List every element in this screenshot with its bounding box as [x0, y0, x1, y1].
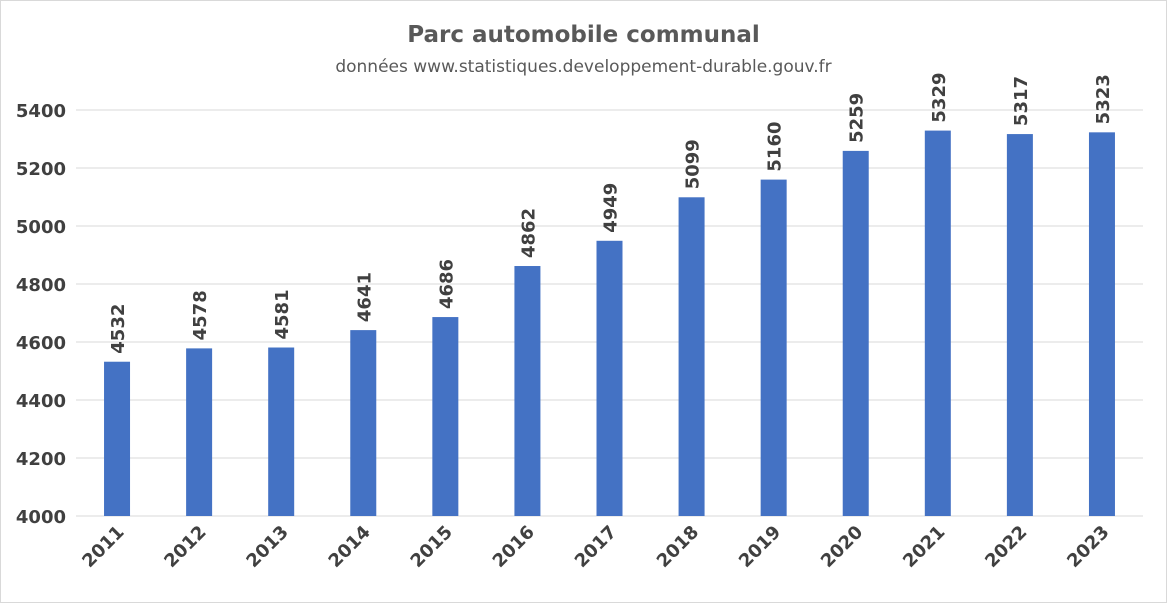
x-tick-label: 2019	[735, 522, 785, 572]
y-tick-label: 4000	[16, 507, 66, 528]
chart-subtitle: données www.statistiques.developpement-d…	[335, 57, 832, 77]
bar	[1088, 132, 1115, 516]
data-label: 5329	[929, 72, 950, 122]
x-tick-label: 2011	[78, 522, 128, 572]
data-label: 4949	[601, 183, 622, 233]
x-tick-label: 2014	[325, 522, 375, 572]
y-tick-label: 4800	[16, 275, 66, 296]
bar	[268, 347, 295, 516]
data-label: 4578	[190, 290, 211, 340]
bar	[350, 330, 377, 516]
x-tick-label: 2015	[407, 522, 457, 572]
data-label: 4862	[518, 208, 539, 258]
x-tick-label: 2013	[242, 522, 292, 572]
bar	[842, 150, 869, 516]
x-tick-label: 2018	[653, 522, 703, 572]
data-label: 5323	[1093, 74, 1114, 124]
data-label: 5099	[683, 139, 704, 189]
bar	[186, 348, 213, 516]
x-tick-label: 2020	[817, 522, 867, 572]
y-tick-label: 5200	[16, 159, 66, 180]
data-label: 5259	[847, 93, 868, 143]
bar	[678, 197, 705, 517]
bar	[432, 317, 459, 516]
x-tick-label: 2021	[899, 522, 949, 572]
bar	[104, 361, 131, 516]
y-tick-label: 5000	[16, 217, 66, 238]
x-tick-label: 2012	[160, 522, 210, 572]
bar	[514, 266, 541, 516]
y-tick-label: 4600	[16, 333, 66, 354]
bar	[924, 130, 951, 516]
data-label: 4686	[436, 259, 457, 309]
y-tick-label: 4400	[16, 391, 66, 412]
x-tick-label: 2023	[1063, 522, 1113, 572]
data-label: 5317	[1011, 76, 1032, 126]
data-label: 4581	[272, 289, 293, 339]
bar	[760, 179, 787, 516]
y-tick-label: 4200	[16, 449, 66, 470]
data-label: 5160	[765, 121, 786, 171]
bar	[1006, 134, 1033, 516]
y-tick-label: 5400	[16, 101, 66, 122]
x-tick-label: 2016	[489, 522, 539, 572]
data-label: 4532	[108, 304, 129, 354]
data-label: 4641	[354, 272, 375, 322]
bar	[596, 240, 623, 517]
x-tick-label: 2022	[981, 522, 1031, 572]
chart-title: Parc automobile communal	[407, 22, 760, 48]
x-tick-label: 2017	[571, 522, 621, 572]
